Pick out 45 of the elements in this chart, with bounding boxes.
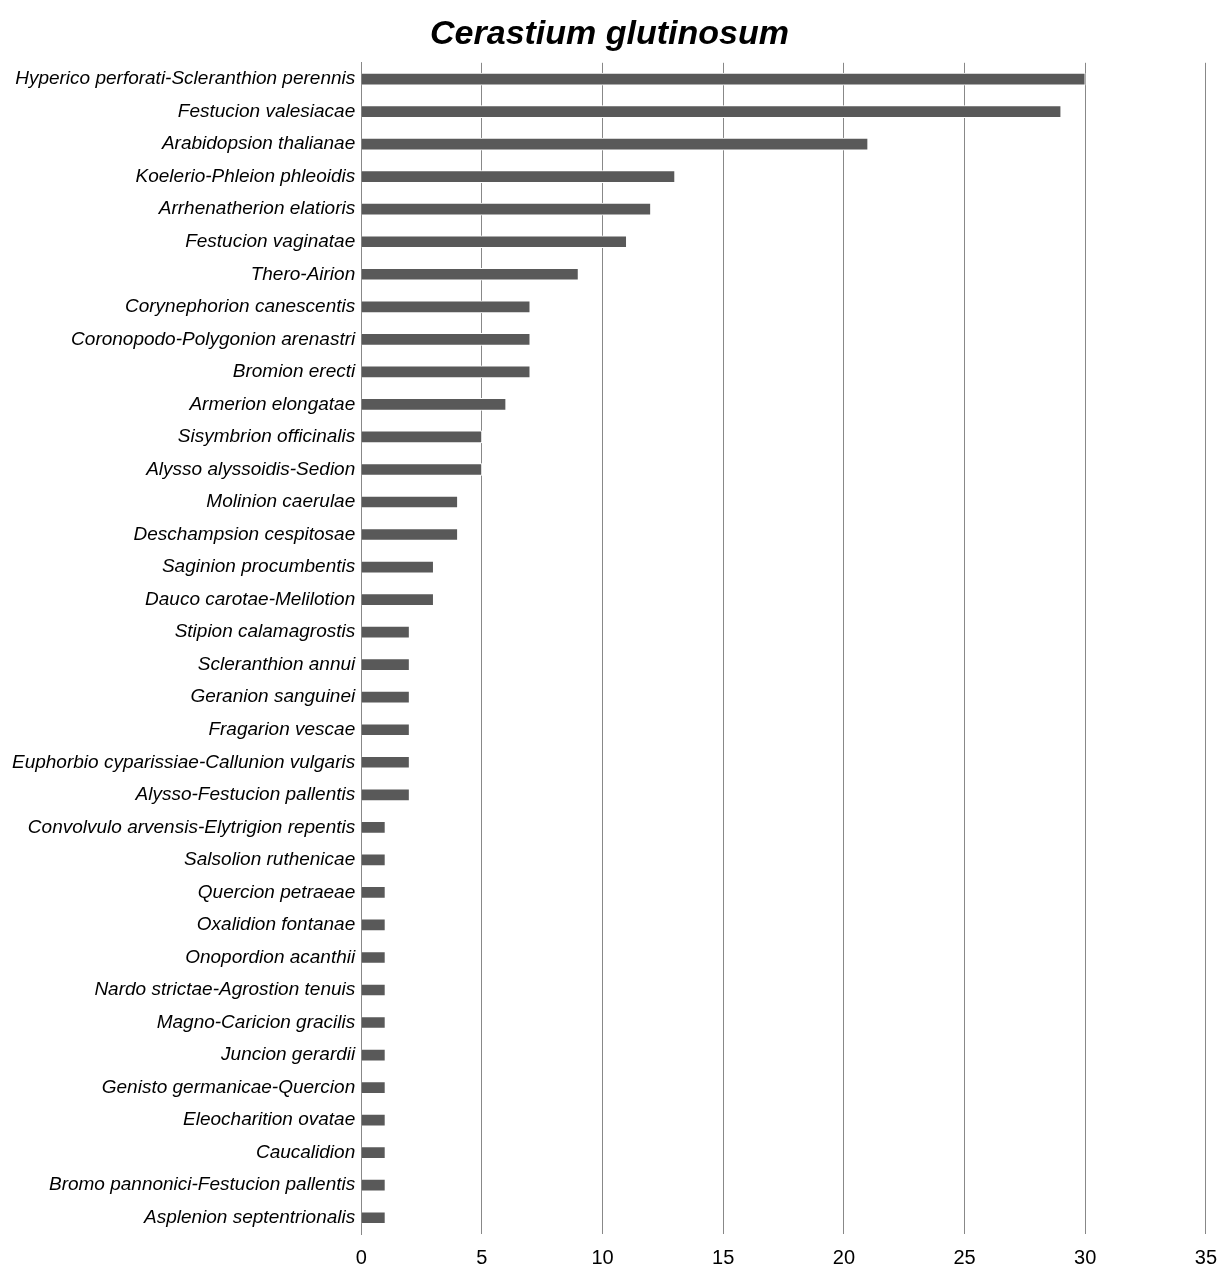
y-tick-label: Geranion sanguinei bbox=[190, 685, 356, 707]
x-tick-label: 10 bbox=[591, 1245, 614, 1268]
y-tick-label: Alysso alyssoidis-Sedion bbox=[145, 457, 356, 479]
x-tick-label: 5 bbox=[476, 1245, 488, 1268]
x-tick-label: 15 bbox=[712, 1245, 735, 1268]
y-tick-label: Nardo strictae-Agrostion tenuis bbox=[94, 978, 356, 1000]
y-tick-label: Molinion caerulae bbox=[206, 490, 356, 512]
chart-title: Cerastium glutinosum bbox=[430, 12, 789, 51]
y-tick-label: Bromo pannonici-Festucion pallentis bbox=[48, 1173, 356, 1195]
y-tick-label: Euphorbio cyparissiae-Callunion vulgaris bbox=[12, 750, 356, 772]
y-tick-label: Asplenion septentrionalis bbox=[142, 1206, 356, 1228]
y-tick-label: Corynephorion canescentis bbox=[124, 295, 356, 317]
y-tick-label: Festucion vaginatae bbox=[185, 230, 356, 252]
x-tick-label: 30 bbox=[1074, 1245, 1097, 1268]
y-tick-label: Alysso-Festucion pallentis bbox=[134, 783, 356, 805]
y-tick-label: Fragarion vescae bbox=[208, 718, 356, 740]
y-tick-label: Bromion erecti bbox=[232, 360, 356, 382]
y-tick-label: Thero-Airion bbox=[250, 262, 356, 284]
x-tick-label: 25 bbox=[953, 1245, 976, 1268]
y-tick-label: Festucion valesiacae bbox=[177, 99, 356, 121]
y-tick-label: Hyperico perforati-Scleranthion perennis bbox=[15, 67, 356, 89]
y-tick-label: Sisymbrion officinalis bbox=[177, 425, 356, 447]
y-tick-label: Arabidopsion thalianae bbox=[160, 132, 356, 154]
y-tick-label: Quercion petraeae bbox=[197, 880, 356, 902]
y-tick-label: Stipion calamagrostis bbox=[174, 620, 356, 642]
y-tick-label: Salsolion ruthenicae bbox=[184, 848, 356, 870]
y-tick-label: Genisto germanicae-Quercion bbox=[101, 1075, 356, 1097]
y-tick-label: Eleocharition ovatae bbox=[183, 1108, 356, 1130]
y-tick-label: Scleranthion annui bbox=[197, 652, 357, 674]
x-tick-label: 20 bbox=[832, 1245, 856, 1268]
y-tick-label: Magno-Caricion gracilis bbox=[156, 1010, 356, 1032]
x-tick-label: 35 bbox=[1194, 1245, 1217, 1268]
y-tick-label: Onopordion acanthii bbox=[185, 945, 356, 967]
y-tick-label: Coronopodo-Polygonion arenastri bbox=[71, 327, 356, 349]
y-tick-label: Arrhenatherion elatioris bbox=[157, 197, 356, 219]
x-tick-label: 0 bbox=[355, 1245, 367, 1268]
y-tick-label: Juncion gerardii bbox=[220, 1043, 356, 1065]
y-tick-label: Convolvulo arvensis-Elytrigion repentis bbox=[27, 815, 356, 837]
y-tick-label: Oxalidion fontanae bbox=[196, 913, 356, 935]
y-tick-label: Koelerio-Phleion phleoidis bbox=[135, 164, 356, 186]
y-tick-label: Saginion procumbentis bbox=[161, 555, 356, 577]
y-tick-label: Dauco carotae-Melilotion bbox=[145, 587, 356, 609]
y-tick-label: Armerion elongatae bbox=[188, 392, 356, 414]
y-tick-label: Caucalidion bbox=[255, 1140, 356, 1162]
y-tick-label: Deschampsion cespitosae bbox=[133, 522, 356, 544]
